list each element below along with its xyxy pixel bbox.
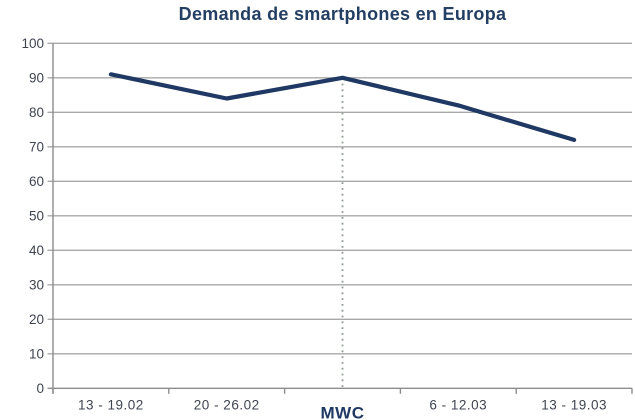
y-tick-label: 20 <box>29 312 44 327</box>
y-tick-label: 50 <box>29 208 44 223</box>
y-tick-label: 0 <box>36 381 44 396</box>
chart-title: Demanda de smartphones en Europa <box>178 4 507 24</box>
y-tick-label: 90 <box>29 70 44 85</box>
y-tick-label: 70 <box>29 139 44 154</box>
x-axis-label-mwc: MWC <box>321 403 365 420</box>
y-tick-label: 40 <box>29 243 44 258</box>
x-axis-label: 13 - 19.02 <box>78 397 144 412</box>
y-tick-label: 60 <box>29 174 44 189</box>
y-tick-label: 10 <box>29 346 44 361</box>
chart-svg: 0 10 20 30 40 50 60 70 80 90 100 13 - 19.02 20 - 26.… <box>21 36 633 420</box>
y-tick-label: 80 <box>29 105 44 120</box>
y-tick-label: 30 <box>29 277 44 292</box>
demand-series-line <box>108 72 577 143</box>
x-axis-label: 13 - 19.03 <box>541 397 607 412</box>
y-tick-label: 100 <box>21 36 44 51</box>
x-axis-label: 20 - 26.02 <box>194 397 260 412</box>
x-axis-label: 6 - 12.03 <box>429 397 487 412</box>
